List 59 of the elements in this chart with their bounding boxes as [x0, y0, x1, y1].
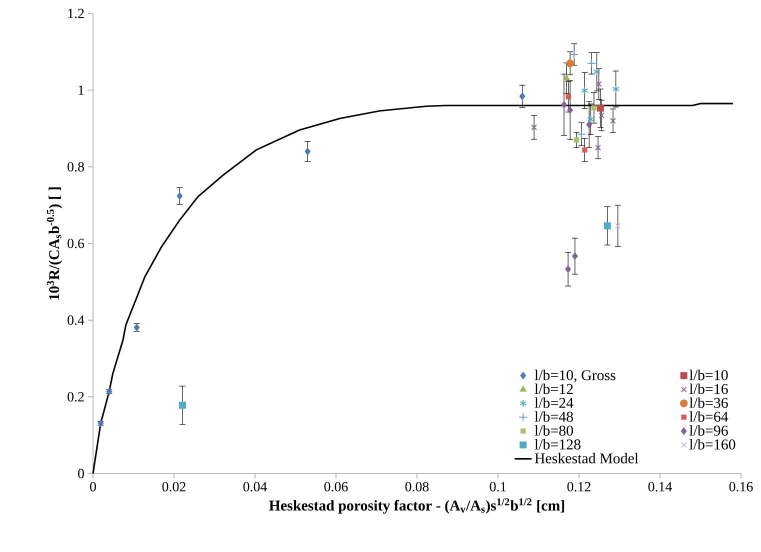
x-tick-label: 0.02: [162, 482, 186, 492]
x-tick-label: 0.1: [490, 482, 506, 492]
point: [598, 112, 605, 118]
point: [179, 402, 186, 409]
x-tick-label: 0.12: [567, 482, 590, 492]
point: [604, 222, 611, 230]
legend-label: l/b=24: [534, 397, 574, 408]
point: [596, 81, 602, 87]
x-tick-label: 0.06: [324, 482, 348, 492]
y-tick-label: 0.4: [68, 315, 84, 325]
x-tick-label: 0.16: [729, 482, 753, 492]
point: [304, 148, 311, 156]
point: [176, 192, 183, 200]
point: [561, 101, 567, 108]
legend-label: l/b=128: [534, 439, 580, 450]
point: [519, 92, 526, 100]
point: [587, 115, 594, 124]
y-tick-label: 0.6: [68, 238, 84, 248]
y-axis-title: 10$^{3}$R/(CA$_{s}$b$^{-0.5}$) [ ]: [46, 187, 62, 300]
point: [582, 147, 588, 153]
point: [574, 137, 580, 143]
legend-label: l/b=36: [690, 397, 728, 408]
y-tick-label: 1.2: [68, 8, 84, 18]
point: [587, 58, 596, 68]
legend-label: l/b=48: [534, 411, 574, 422]
legend-label: l/b=10: [690, 370, 728, 380]
point: [98, 420, 104, 427]
point: [531, 124, 538, 130]
y-tick-label: 0.8: [68, 162, 84, 172]
legend-label: l/b=160: [690, 439, 736, 450]
point: [610, 118, 616, 124]
point: [612, 85, 620, 93]
legend-label: l/b=80: [534, 425, 574, 436]
point: [591, 105, 597, 110]
legend-label: l/b=12: [534, 384, 573, 394]
point: [586, 120, 592, 128]
point: [565, 265, 571, 273]
x-tick-label: 0: [90, 482, 96, 492]
point: [572, 252, 578, 260]
legend-label: l/b=16: [690, 384, 728, 394]
point: [581, 86, 588, 95]
y-tick-label: 0: [78, 468, 84, 478]
legend-label: Heskestad Model: [534, 452, 638, 464]
point: [596, 104, 604, 112]
x-tick-label: 0.08: [405, 482, 429, 492]
legend-label: l/b=96: [690, 425, 728, 436]
x-tick-label: 0.14: [648, 482, 672, 492]
point: [566, 59, 574, 68]
x-tick-label: 0.04: [243, 482, 267, 492]
y-tick-label: 0.2: [68, 392, 84, 402]
legend-label: l/b=10, Gross: [534, 370, 616, 382]
text: Heskestad porosity factor - (A$_{v}$/A$_{s}$)s$^{1/2}$b$^{1/2}$ [cm]: [269, 498, 564, 514]
point: [614, 222, 621, 229]
point: [570, 50, 579, 59]
point: [566, 94, 572, 100]
point: [595, 144, 602, 151]
y-tick-label: 1: [78, 86, 84, 95]
legend-label: l/b=64: [690, 411, 728, 422]
point: [593, 68, 600, 76]
